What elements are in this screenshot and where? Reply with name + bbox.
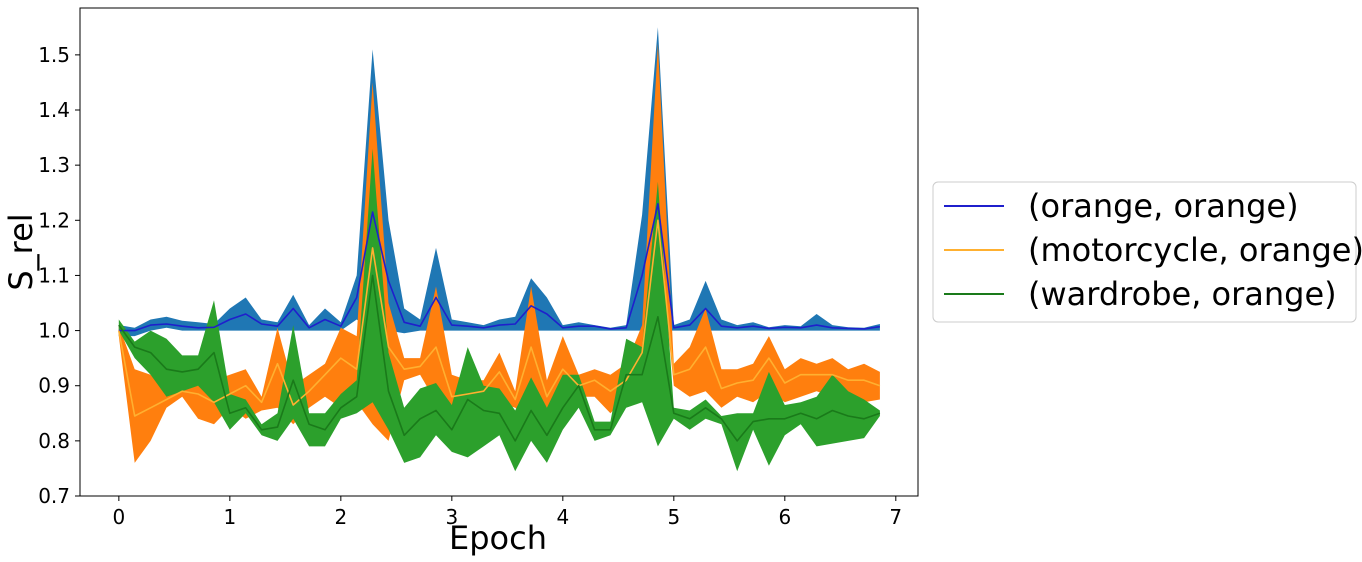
x-axis-label: Epoch: [449, 519, 547, 557]
x-axis: 0 1 2 3 4 5 6 7: [112, 496, 902, 529]
y-tick-label: 1.3: [38, 153, 70, 177]
x-tick-label: 5: [667, 505, 680, 529]
band-series-2: [118, 148, 880, 472]
y-tick-label: 0.7: [38, 484, 70, 508]
y-tick-label: 1.2: [38, 208, 70, 232]
y-tick-label: 1.5: [38, 43, 70, 67]
y-tick-label: 0.9: [38, 374, 70, 398]
x-tick-label: 4: [556, 505, 569, 529]
series-lines: [118, 203, 881, 442]
x-tick-label: 6: [778, 505, 791, 529]
y-axis-label: S_rel: [2, 213, 40, 290]
line-series-1: [118, 219, 881, 417]
plot-frame: [79, 7, 919, 497]
legend: (orange, orange) (motorcycle, orange) (war…: [932, 181, 1362, 323]
line-series-2: [118, 274, 881, 442]
confidence-bands: [118, 27, 880, 472]
band-series-1: [118, 43, 880, 463]
x-tick-label: 1: [223, 505, 236, 529]
x-tick-label: 0: [112, 505, 125, 529]
y-tick-label: 1.0: [38, 319, 70, 343]
x-tick-label: 7: [889, 505, 902, 529]
y-tick-label: 1.1: [38, 263, 70, 287]
x-tick-label: 3: [445, 505, 458, 529]
legend-label: (motorcycle, orange): [1028, 231, 1362, 269]
legend-label: (wardrobe, orange): [1028, 275, 1337, 313]
x-tick-label: 2: [334, 505, 347, 529]
legend-label: (orange, orange): [1028, 187, 1299, 225]
legend-frame: [932, 181, 1357, 323]
line-series-0: [118, 203, 881, 332]
y-tick-label: 0.8: [38, 429, 70, 453]
y-tick-label: 1.4: [38, 98, 70, 122]
y-axis: 0.7 0.8 0.9 1.0 1.1 1.2 1.3 1.4 1.5: [38, 43, 80, 508]
band-series-0: [118, 27, 880, 337]
